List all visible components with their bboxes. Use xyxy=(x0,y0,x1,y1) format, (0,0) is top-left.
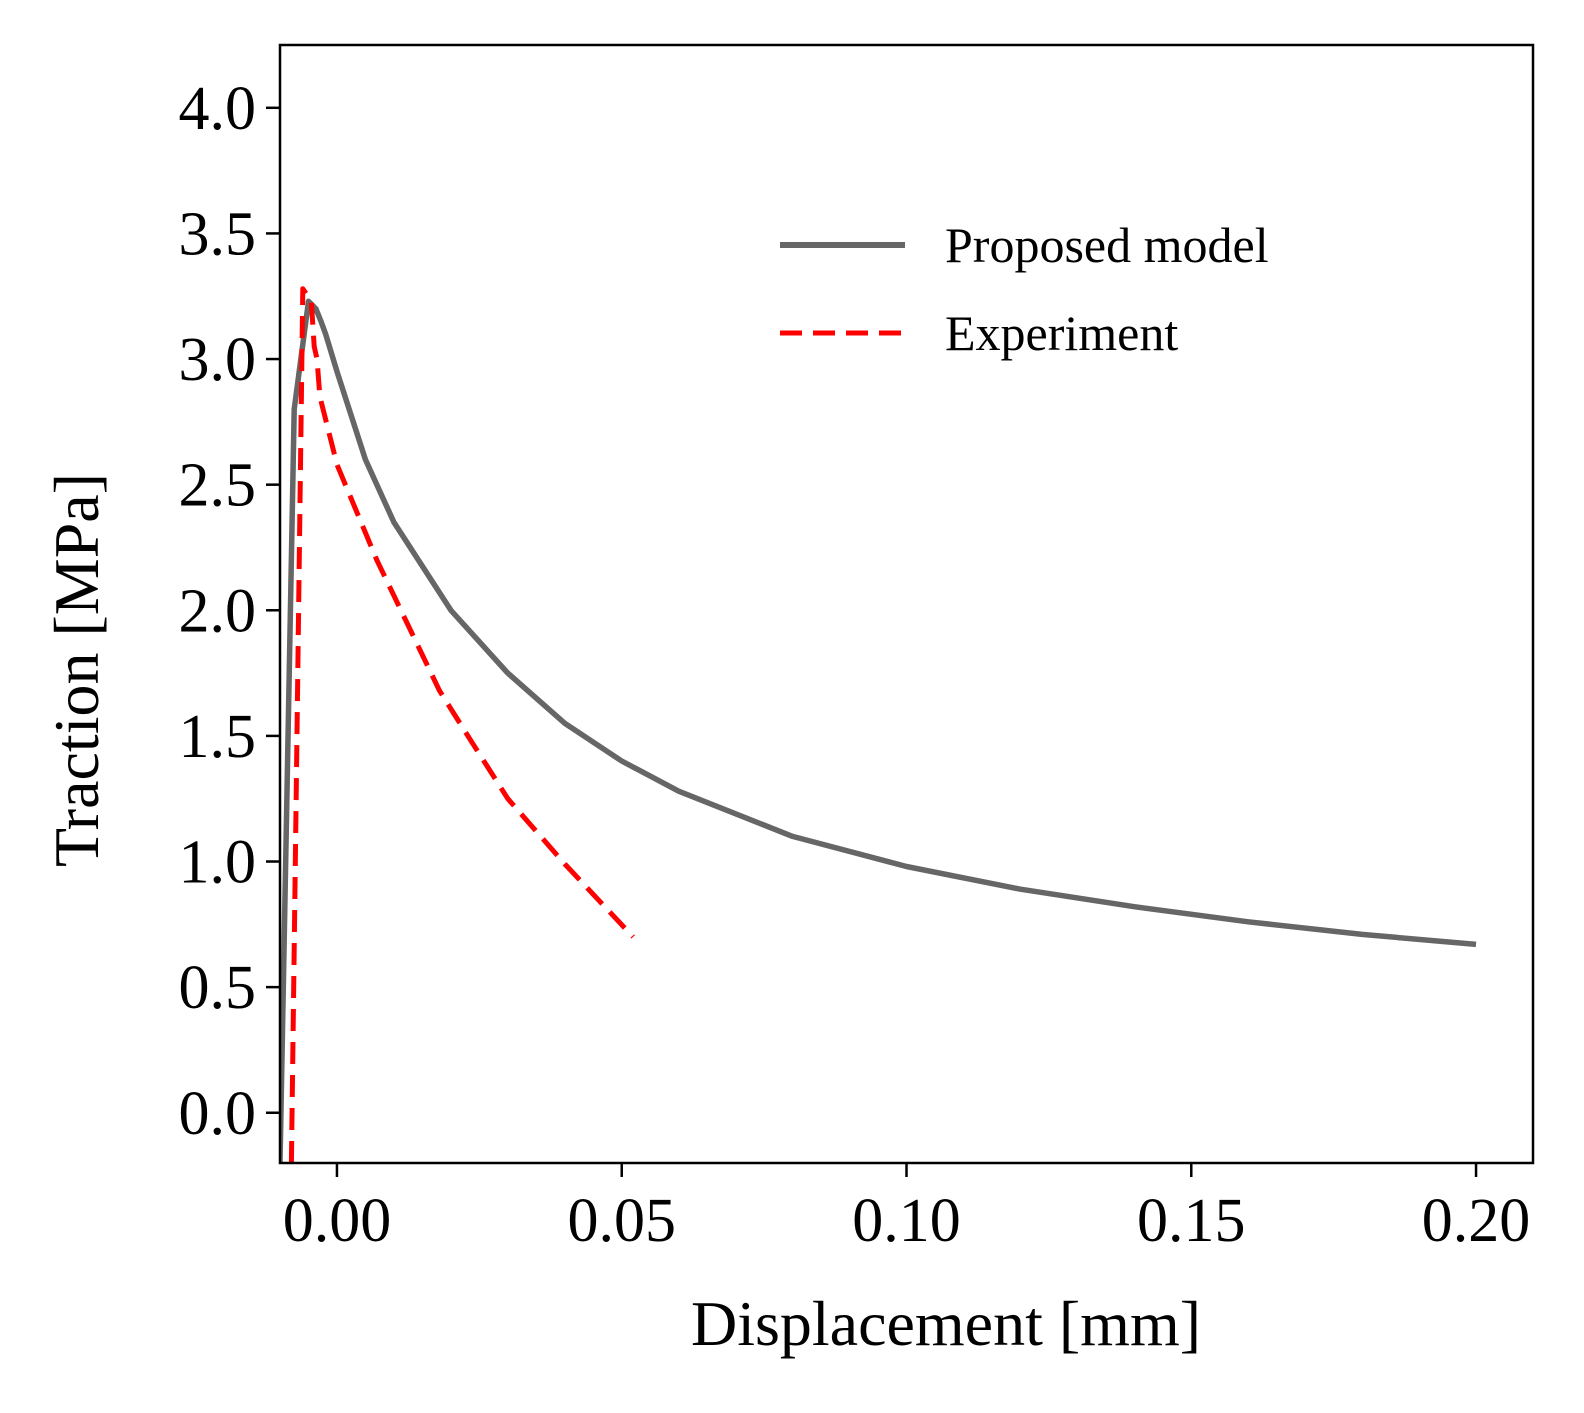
y-tick-label: 1.0 xyxy=(179,829,257,897)
legend: Proposed model Experiment xyxy=(780,217,1269,361)
x-tick-label: 0.00 xyxy=(283,1187,392,1255)
y-tick-label: 2.0 xyxy=(179,577,257,645)
y-tick-label: 4.0 xyxy=(179,75,257,143)
plot-frame xyxy=(278,43,1535,1165)
legend-label-proposed-model: Proposed model xyxy=(945,217,1269,273)
x-axis-label: Displacement [mm] xyxy=(691,1288,1201,1359)
x-axis-ticks: 0.00 0.05 0.10 0.15 0.20 xyxy=(283,1163,1531,1255)
x-tick-label: 0.10 xyxy=(852,1187,961,1255)
series-lines xyxy=(280,286,1477,1163)
y-axis-ticks: 0.0 0.5 1.0 1.5 2.0 2.5 3.0 3.5 4.0 xyxy=(179,75,280,1148)
y-tick-label: 0.5 xyxy=(179,954,257,1022)
series-line-experiment xyxy=(288,286,635,1163)
x-tick-label: 0.20 xyxy=(1422,1187,1531,1255)
y-axis-label: Traction [MPa] xyxy=(41,473,112,867)
series-line-proposed-model xyxy=(280,298,1477,1163)
y-tick-label: 0.0 xyxy=(179,1080,257,1148)
axes-frame xyxy=(278,43,1535,1165)
y-tick-label: 1.5 xyxy=(179,703,257,771)
legend-label-experiment: Experiment xyxy=(945,305,1178,361)
x-tick-label: 0.15 xyxy=(1137,1187,1246,1255)
y-tick-label: 2.5 xyxy=(179,452,257,520)
y-tick-label: 3.5 xyxy=(179,200,257,268)
y-tick-label: 3.0 xyxy=(179,326,257,394)
x-tick-label: 0.05 xyxy=(567,1187,676,1255)
